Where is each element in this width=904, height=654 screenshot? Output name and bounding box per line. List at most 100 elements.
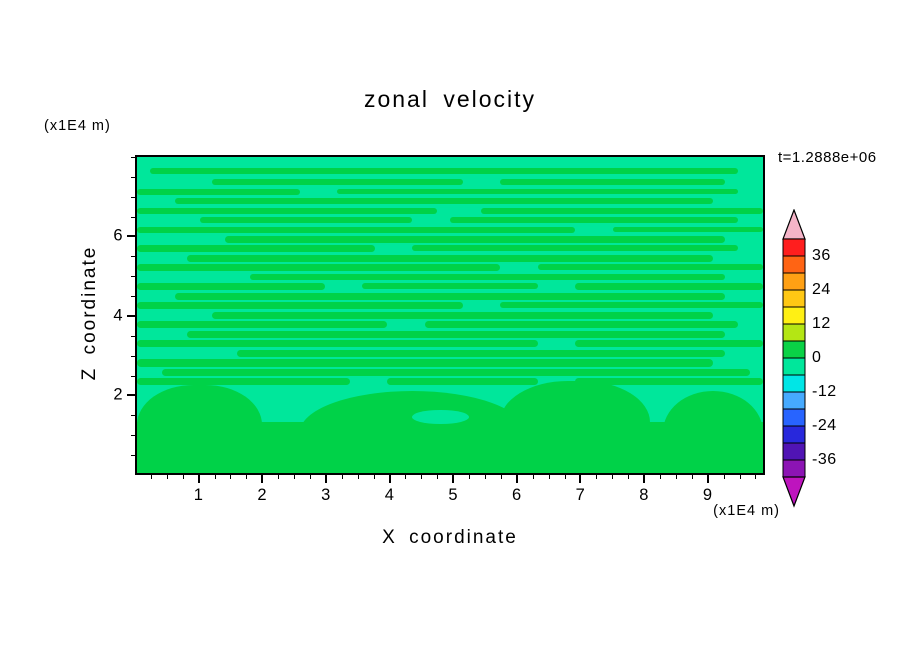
colorbar-label: 24 [812,281,831,298]
x-tick-label: 2 [257,486,268,504]
plot-title: zonal velocity [363,86,537,112]
x-minor-tick [596,475,598,479]
contour-streak [362,283,538,290]
contour-streak [224,236,726,243]
contour-streak [137,264,501,271]
contour-streak [137,359,713,367]
colorbar-band [782,255,806,274]
x-axis-unit: (x1E4 m) [713,503,780,519]
z-minor-tick [131,156,135,158]
x-major-tick [706,475,709,483]
colorbar-band [782,459,806,478]
x-minor-tick [469,475,471,479]
x-minor-tick [150,475,152,479]
z-minor-tick [131,176,135,178]
x-minor-tick [723,475,725,479]
x-minor-tick [485,475,486,479]
x-tick-label: 4 [384,486,395,504]
plot-frame [135,155,765,475]
x-minor-tick [691,475,693,479]
contour-streak [137,302,463,309]
contour-streak [212,311,713,319]
contour-streak [187,330,726,338]
contour-streak [500,179,726,185]
x-tick-label: 1 [193,486,204,504]
contour-streak [237,349,726,357]
colorbar-band [782,357,806,376]
x-minor-tick [246,475,248,479]
contour-streak [212,179,463,185]
colorbar-top-arrow-icon [782,209,806,240]
contour-streak [337,188,738,195]
colorbar-band [782,289,806,308]
z-axis-label: Z coordinate [79,245,100,381]
colorbar-band [782,272,806,291]
x-major-tick [452,475,455,483]
contour-streak [137,226,576,233]
z-minor-tick [131,256,135,258]
x-minor-tick [230,475,232,479]
z-tick-label: 4 [113,306,123,325]
z-minor-tick [131,455,135,457]
x-minor-tick [548,475,550,479]
x-minor-tick [421,475,423,479]
contour-streak [137,188,300,195]
x-tick-label: 9 [702,486,713,504]
colorbar-bottom-arrow-icon [782,476,806,508]
colorbar-label: 12 [812,315,831,332]
x-minor-tick [612,475,614,479]
x-axis-label: X coordinate [382,527,518,548]
x-major-tick [579,475,582,483]
z-major-tick [127,394,135,397]
z-axis: 2 4 6 [101,155,135,475]
colorbar-label: -24 [812,417,837,434]
x-minor-tick [214,475,216,479]
x-minor-tick [675,475,677,479]
x-axis: 1 2 3 4 5 6 7 8 9 [135,475,765,505]
z-tick-label: 6 [113,226,123,245]
contour-streak [450,217,738,224]
x-tick-label: 8 [639,486,649,504]
contour-streak [137,321,388,328]
x-tick-label: 3 [321,486,331,504]
colorbar-band [782,408,806,427]
z-minor-tick [131,375,135,377]
colorbar-label: 36 [812,247,831,264]
contour-streak [149,168,738,175]
x-minor-tick [294,475,296,479]
x-minor-tick [182,475,184,479]
colorbar-label: 0 [812,349,822,366]
colorbar [782,209,806,508]
colorbar-band [782,306,806,325]
x-major-tick [261,475,264,483]
contour-streak [387,378,538,385]
colorbar-band [782,323,806,342]
colorbar-band [782,425,806,444]
contour-streak [174,198,713,204]
contour-streak [575,283,763,290]
z-tick-label: 2 [113,385,123,404]
contour-streak [137,378,350,386]
x-minor-tick [660,475,661,479]
contour-streak [424,321,738,328]
contour-streak [575,378,763,386]
x-minor-tick [532,475,534,479]
z-minor-tick [131,415,135,417]
x-minor-tick [278,475,280,479]
x-minor-tick [341,475,343,479]
x-tick-label: 7 [575,486,586,504]
contour-streak [537,264,763,271]
x-minor-tick [166,475,168,479]
x-tick-label: 5 [448,486,459,504]
z-minor-tick [131,216,135,218]
contour-streak [137,340,538,347]
contour-streak [500,302,763,309]
z-minor-tick [131,335,135,337]
z-minor-tick [131,355,135,357]
z-axis-unit: (x1E4 m) [44,118,111,134]
contour-streak [199,217,413,223]
z-major-tick [127,314,135,317]
colorbar-band [782,374,806,393]
contour-streak [137,207,438,214]
